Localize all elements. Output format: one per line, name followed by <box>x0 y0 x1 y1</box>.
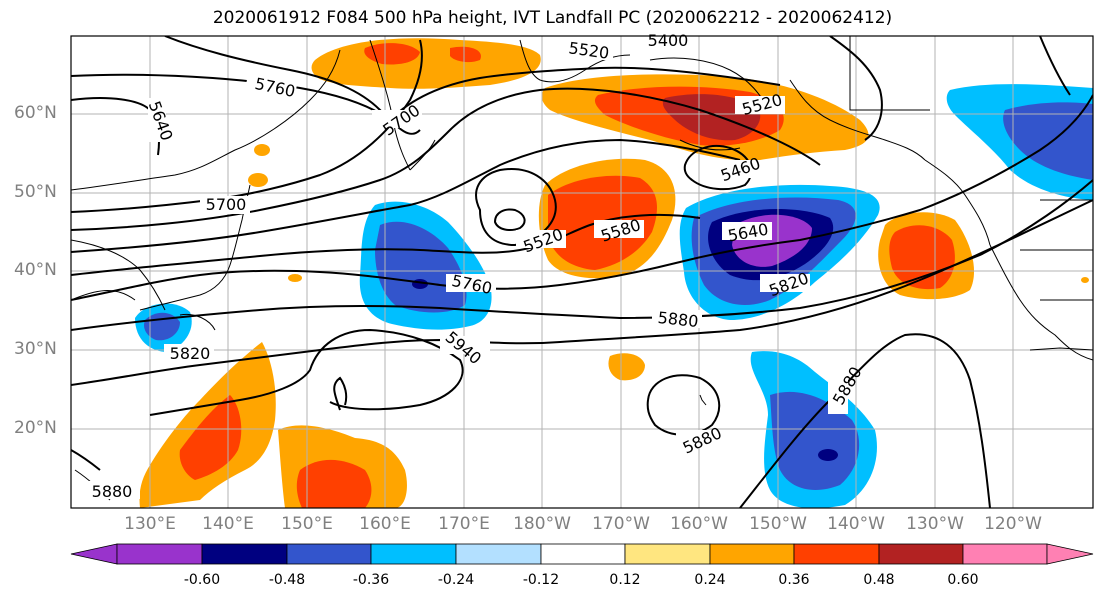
lon-label: 170°W <box>592 514 650 534</box>
contour-label: 5820 <box>170 344 211 363</box>
ivt-negative-gulf-of-alaska <box>946 84 1093 200</box>
colorbar-tick-label: -0.36 <box>352 572 390 588</box>
colorbar-bin <box>201 543 288 565</box>
colorbar-tick-label: 0.24 <box>694 572 726 588</box>
map-frame <box>70 35 1094 509</box>
ivt-positive-kamchatka <box>311 38 541 89</box>
colorbar-bin <box>962 543 1048 565</box>
lon-label: 130°E <box>124 514 176 534</box>
contour-label: 5880 <box>657 308 699 331</box>
graticule <box>71 36 1093 508</box>
colorbar-extend-min <box>70 543 118 565</box>
lon-label: 160°E <box>359 514 411 534</box>
colorbar-tick-label: -0.24 <box>437 572 475 588</box>
lon-label: 140°E <box>202 514 254 534</box>
lat-label: 40°N <box>14 260 57 280</box>
lon-label: 160°W <box>670 514 728 534</box>
colorbar-tick-label: -0.12 <box>522 572 560 588</box>
lon-label: 130°W <box>906 514 964 534</box>
colorbar <box>70 543 1094 565</box>
colorbar-bin <box>116 543 203 565</box>
lat-label: 20°N <box>14 418 57 438</box>
colorbar-bin <box>370 543 457 565</box>
colorbar-tick-label: 0.12 <box>609 572 641 588</box>
lat-label: 60°N <box>14 103 57 123</box>
lon-label: 180°W <box>513 514 571 534</box>
contour-label: 5880 <box>92 482 133 501</box>
colorbar-extend-max <box>1046 543 1094 565</box>
lon-label: 150°W <box>749 514 807 534</box>
colorbar-bin <box>286 543 372 565</box>
colorbar-bin <box>455 543 542 565</box>
colorbar-bin <box>793 543 880 565</box>
ivt-negative-hawaii-east <box>750 351 877 508</box>
contour-label: 5700 <box>206 195 247 214</box>
lon-label: 150°E <box>281 514 333 534</box>
colorbar-tick-label: 0.60 <box>947 572 979 588</box>
colorbar-bin <box>709 543 795 565</box>
colorbar-tick-label: 0.48 <box>863 572 895 588</box>
ivt-positive-subtropics <box>139 144 1089 508</box>
map-title: 2020061912 F084 500 hPa height, IVT Land… <box>212 8 893 28</box>
colorbar-bin <box>878 543 964 565</box>
lon-label: 140°W <box>827 514 885 534</box>
lon-label: 120°W <box>984 514 1042 534</box>
lat-label: 30°N <box>14 339 57 359</box>
lat-label: 50°N <box>14 182 57 202</box>
contour-label-group: 5760 5640 5700 5520 5400 5520 5460 5700 … <box>84 31 866 501</box>
lon-label: 170°E <box>438 514 490 534</box>
contour-label: 5400 <box>648 31 689 50</box>
colorbar-bin <box>540 543 626 565</box>
ivt-negative-west-pacific <box>359 201 492 330</box>
colorbar-tick-label: -0.60 <box>183 572 221 588</box>
colorbar-tick-label: -0.48 <box>268 572 306 588</box>
colorbar-tick-label: 0.36 <box>778 572 810 588</box>
ivt-shading <box>135 38 1093 508</box>
colorbar-bin <box>624 543 711 565</box>
